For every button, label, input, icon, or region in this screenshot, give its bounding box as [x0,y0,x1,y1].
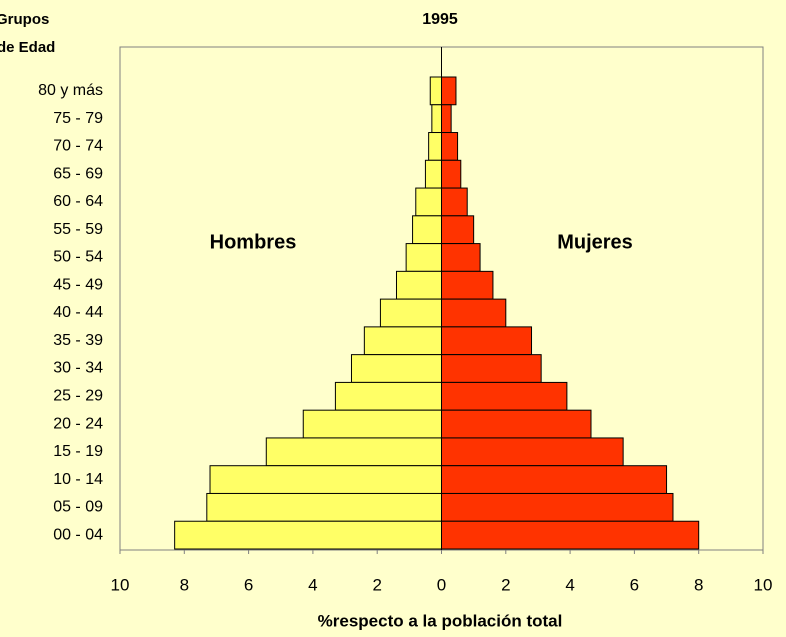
y-tick-label: 15 - 19 [53,443,103,460]
legend-label: Mujeres [557,231,633,253]
x-tick-label: 0 [437,575,446,594]
bar [441,381,568,411]
bar [350,354,443,383]
x-tick-label: 2 [372,575,381,594]
y-tick-label: 45 - 49 [53,276,103,293]
y-axis-label: de Edad [0,39,55,56]
y-tick-label: 70 - 74 [53,138,103,155]
bar [405,243,443,272]
y-axis-label: Grupos [0,11,49,28]
bar [441,159,462,189]
y-tick-label: 35 - 39 [53,332,103,349]
x-tick-label: 6 [244,575,253,594]
bar [441,104,452,134]
bar [174,520,442,550]
y-tick-label: 55 - 59 [53,221,103,238]
bar [363,326,442,356]
x-tick-label: 10 [111,575,130,594]
y-tick-label: 05 - 09 [53,499,103,516]
legend-label: Hombres [210,231,297,253]
bar [441,132,459,161]
y-tick-label: 80 y más [38,82,103,99]
bar [302,409,442,439]
x-tick-label: 4 [308,575,317,594]
x-tick-label: 2 [501,575,510,594]
x-tick-label: 6 [630,575,639,594]
bar [441,187,468,217]
bar [441,76,457,106]
chart-title: 1995 [422,11,458,28]
y-tick-label: 65 - 69 [53,165,103,182]
y-tick-label: 75 - 79 [53,110,103,127]
bar [441,520,700,550]
x-tick-label: 8 [694,575,703,594]
bar [429,76,442,106]
bar [379,298,443,328]
bar [265,437,442,467]
bar [424,159,442,189]
bar [431,104,443,134]
bar [441,437,624,467]
x-tick-label: 10 [754,575,773,594]
bar [206,492,442,522]
bar [441,326,533,356]
bar [428,132,443,161]
y-tick-label: 25 - 29 [53,388,103,405]
y-tick-label: 40 - 44 [53,304,103,321]
bar [441,215,475,245]
bar [441,465,668,494]
y-tick-label: 00 - 04 [53,526,103,543]
y-tick-label: 50 - 54 [53,249,103,266]
y-tick-label: 10 - 14 [53,471,103,488]
x-tick-label: 4 [565,575,574,594]
bar [415,187,442,217]
y-tick-label: 20 - 24 [53,415,103,432]
bar [209,465,442,494]
bar [441,409,592,439]
y-tick-label: 30 - 34 [53,360,103,377]
y-tick-label: 60 - 64 [53,193,103,210]
bar [441,354,542,383]
bar [441,270,494,300]
bar [334,381,442,411]
bar [395,270,442,300]
bar [412,215,443,245]
bar [441,243,481,272]
bar [441,298,507,328]
x-axis-label: %respecto a la población total [318,611,563,630]
x-tick-label: 8 [180,575,189,594]
bar [441,492,674,522]
